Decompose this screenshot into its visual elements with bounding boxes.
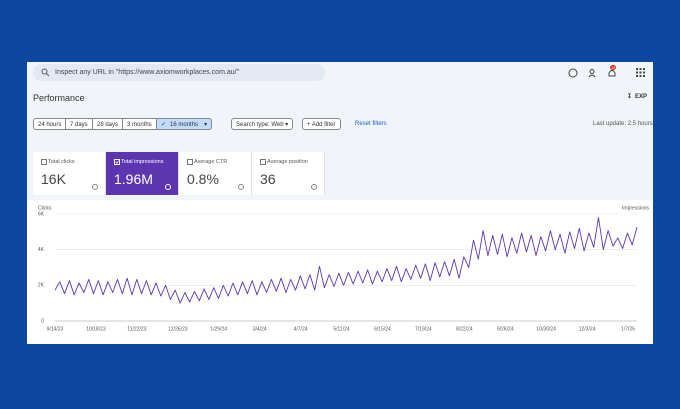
- help-icon[interactable]: [238, 184, 244, 190]
- metric-label: Average position: [267, 159, 308, 165]
- range-button[interactable]: ✓ 16 months ▾: [156, 118, 213, 130]
- check-icon: ✓: [161, 122, 167, 128]
- x-tick-label: 6/15/24: [374, 326, 391, 332]
- reset-filters[interactable]: Reset filters: [355, 121, 387, 127]
- y-tick-label: 0: [41, 318, 44, 324]
- y-tick-label: 6K: [38, 211, 45, 217]
- y2-axis-title: Impressions: [622, 205, 649, 211]
- last-update: Last update: 2.5 hours: [593, 121, 653, 127]
- search-placeholder: Inspect any URL in "https://www.axiomwor…: [55, 69, 240, 76]
- range-button[interactable]: 28 days: [92, 118, 124, 130]
- metric-value: 16K: [41, 171, 66, 187]
- checkbox[interactable]: [260, 159, 266, 165]
- search-console-panel: Inspect any URL in "https://www.axiomwor…: [27, 62, 653, 344]
- metric-value: 36: [260, 171, 276, 187]
- y-axis-title: Clicks: [38, 205, 52, 211]
- check-mark: [115, 160, 119, 164]
- x-tick-label: 7/19/24: [415, 326, 432, 332]
- metric-value: 1.96M: [114, 171, 153, 187]
- account-icon[interactable]: [588, 68, 598, 78]
- add-filter-label: Add filter: [311, 122, 336, 128]
- x-tick-label: 9/26/24: [497, 326, 514, 332]
- x-tick-label: 1/7/25: [621, 326, 635, 332]
- metric-value: 0.8%: [187, 171, 219, 187]
- checkbox[interactable]: [187, 159, 193, 165]
- range-button[interactable]: 7 days: [65, 118, 93, 130]
- apps-icon[interactable]: [636, 68, 645, 77]
- search-icon: [41, 68, 50, 77]
- range-button[interactable]: 24 hours: [33, 118, 67, 130]
- export-label: EXP: [635, 94, 648, 100]
- metric-card[interactable]: Average position 36: [252, 152, 325, 195]
- x-tick-label: 10/30/24: [536, 326, 556, 332]
- dropdown-icon: ▾: [204, 122, 208, 128]
- metric-card[interactable]: Total clicks 16K: [33, 152, 106, 195]
- x-tick-label: 5/11/24: [333, 326, 350, 332]
- x-tick-label: 10/18/23: [86, 326, 106, 332]
- page-title: Performance: [33, 93, 85, 103]
- x-tick-label: 12/26/23: [168, 326, 188, 332]
- help-icon[interactable]: [165, 184, 171, 190]
- x-tick-label: 4/7/24: [294, 326, 308, 332]
- range-button[interactable]: 3 months: [122, 118, 157, 130]
- metric-label: Average CTR: [194, 159, 228, 165]
- x-tick-label: 1/29/24: [210, 326, 227, 332]
- help-icon[interactable]: [92, 184, 98, 190]
- search-type-label: Search type: Web: [236, 122, 284, 128]
- range-label: 3 months: [127, 122, 152, 128]
- range-label: 7 days: [70, 122, 88, 128]
- performance-chart: Clicks Impressions 0 2K 4K 6K 9/14/23 10/18/23 1…: [27, 200, 653, 344]
- export-button[interactable]: ↧ EXP: [627, 94, 648, 100]
- checkbox[interactable]: [41, 159, 47, 165]
- url-inspect-search[interactable]: Inspect any URL in "https://www.axiomwor…: [33, 64, 325, 81]
- bell-icon[interactable]: [607, 68, 617, 78]
- range-label: 24 hours: [38, 122, 62, 128]
- metric-card[interactable]: Total impressions 1.96M: [106, 152, 179, 195]
- impressions-line: [54, 217, 638, 304]
- search-type-button[interactable]: Search type: Web ▾: [231, 118, 294, 130]
- x-tick-label: 3/4/24: [253, 326, 267, 332]
- x-tick-label: 12/3/24: [579, 326, 596, 332]
- x-tick-label: 11/22/23: [127, 326, 146, 332]
- metric-label: Total clicks: [48, 159, 75, 165]
- y-tick-label: 2K: [38, 283, 45, 289]
- y-tick-label: 4K: [38, 247, 45, 253]
- range-label: 28 days: [97, 122, 119, 128]
- notification-badge: 12: [610, 65, 617, 70]
- help-icon[interactable]: [311, 184, 317, 190]
- checkbox[interactable]: [114, 159, 120, 165]
- metric-card[interactable]: Average CTR 0.8%: [179, 152, 252, 195]
- x-tick-label: 9/14/23: [47, 326, 64, 332]
- x-tick-label: 8/22/24: [456, 326, 473, 332]
- add-filter-button[interactable]: + Add filter: [302, 118, 341, 130]
- metric-label: Total impressions: [121, 159, 164, 165]
- range-label: 16 months: [170, 122, 199, 128]
- help-icon[interactable]: [568, 68, 578, 78]
